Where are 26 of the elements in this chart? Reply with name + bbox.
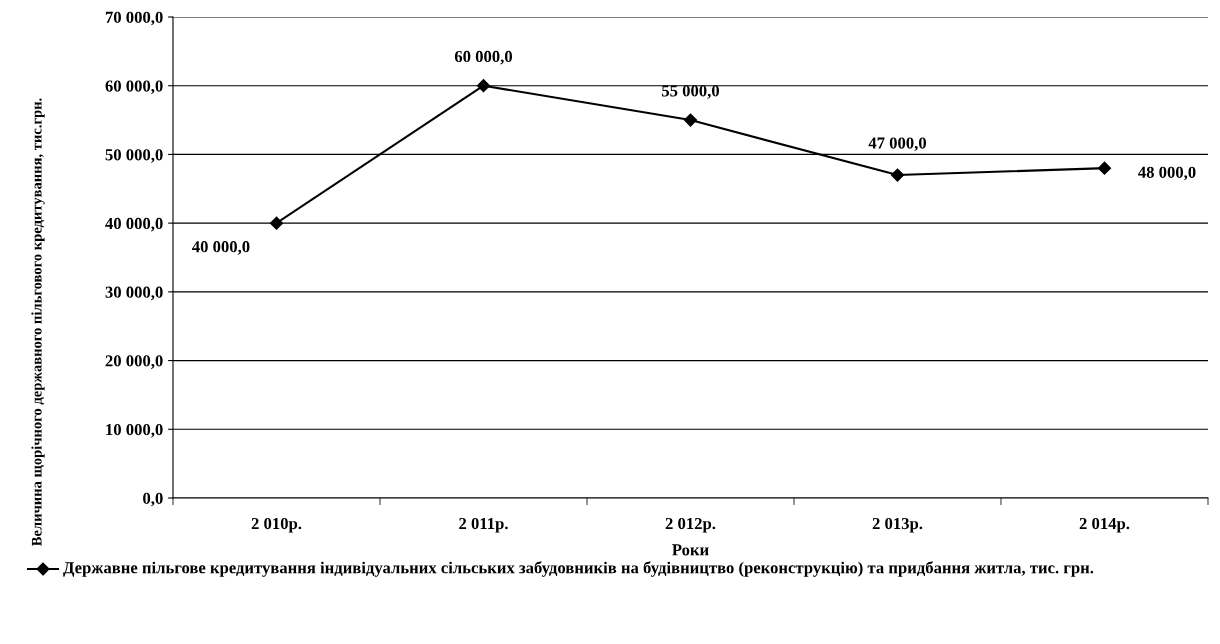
data-label: 40 000,0 — [192, 241, 250, 255]
x-tick-label: 2 011р. — [459, 517, 508, 533]
y-tick-label: 40 000,0 — [105, 217, 163, 232]
point — [269, 216, 284, 230]
data-label: 48 000,0 — [1138, 166, 1196, 181]
y-tick-label: 70 000,0 — [105, 11, 163, 26]
legend-label: Державне пільгове кредитування індивідуальних сільських забудовників на будівництво (реконструкцію) та придбання житла, тис. грн. — [63, 561, 1094, 577]
y-axis-title: Величина щорічного державного пільгового кредитування, тис.грн. — [31, 98, 45, 546]
x-tick-label: 2 010р. — [251, 517, 302, 533]
data-label: 60 000,0 — [454, 50, 513, 65]
x-tick-label: 2 012р. — [665, 517, 716, 533]
x-axis-title: Роки — [672, 544, 709, 556]
y-tick-label: 0,0 — [143, 492, 163, 507]
data-label: 55 000,0 — [662, 85, 720, 99]
point — [683, 113, 698, 127]
point — [476, 79, 491, 93]
x-tick-label: 2 014р. — [1079, 517, 1130, 533]
y-tick-label: 50 000,0 — [105, 149, 163, 163]
y-tick-label: 10 000,0 — [106, 423, 163, 438]
y-tick-label: 20 000,0 — [105, 355, 163, 369]
point — [890, 168, 905, 182]
x-tick-label: 2 013р. — [872, 517, 923, 533]
point — [1097, 161, 1112, 175]
y-tick-label: 60 000,0 — [105, 80, 163, 95]
y-tick-label: 30 000,0 — [105, 286, 163, 301]
data-label: 47 000,0 — [868, 137, 927, 152]
